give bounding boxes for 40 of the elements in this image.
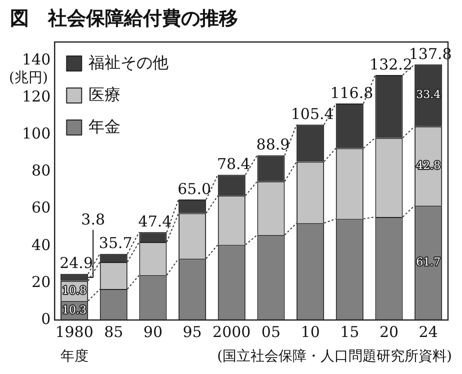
y-tick-label: 100 [22,124,51,143]
x-tick-label: 90 [143,322,163,341]
total-label: 88.9 [256,136,290,154]
total-label: 35.7 [98,234,132,252]
y-tick-label: 80 [32,162,51,180]
y-tick-label: 20 [32,272,51,291]
total-label: 116.8 [330,84,374,102]
x-tick-label: 24 [418,322,438,341]
x-tick-label: 15 [340,322,360,341]
data-label: 42.8 [416,158,441,172]
data-label: 3.8 [81,210,105,229]
text: (国立社会保障・人口問題研究所資料) [217,348,452,365]
y-tick-label: 60 [32,198,51,217]
x-tick-label: 95 [182,322,202,341]
x-axis-title: 年度 [60,348,88,365]
legend-label: 年金 [88,117,121,136]
data-label: 33.4 [416,88,441,102]
x-tick-label: 2000 [212,322,251,341]
x-tick-label: 20 [379,322,399,341]
data-label: 10.3 [62,303,87,316]
data-label: 10.8 [62,284,87,297]
y-tick-label: 120 [22,87,51,106]
legend-label: 医療 [88,85,121,104]
total-label: 24.9 [60,254,93,272]
x-tick-label: 10 [300,322,320,341]
legend-label: 福祉その他 [88,53,169,72]
total-label: 105.4 [290,105,334,124]
chart-title: 図 社会保障給付費の推移 [10,7,238,30]
x-tick-label: 1980 [55,322,94,341]
data-label: 61.7 [416,256,441,269]
y-tick-label: 40 [32,236,51,254]
total-label: 132.2 [370,55,412,74]
y-tick-label: 0 [41,310,51,328]
x-tick-label: 85 [104,322,124,341]
total-label: 65.0 [178,180,212,198]
y-axis-title: (兆円) [9,70,48,86]
total-label: 47.4 [138,212,172,231]
x-tick-label: 05 [261,322,281,341]
total-label: 78.4 [216,155,250,174]
y-tick-label: 140 [22,50,51,68]
